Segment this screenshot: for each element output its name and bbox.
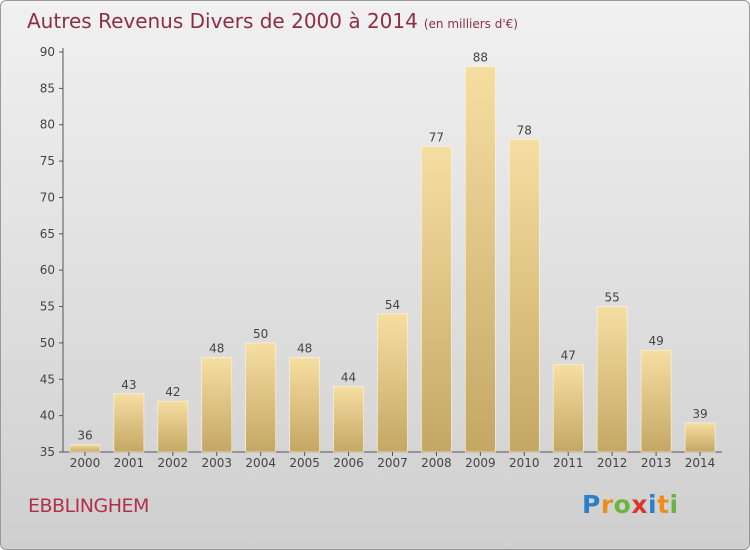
chart-title: Autres Revenus Divers de 2000 à 2014 (en … [27, 9, 518, 33]
y-tick-label: 80 [40, 118, 55, 132]
y-tick-label: 85 [40, 81, 55, 95]
logo-letter: r [600, 490, 614, 519]
logo-letter: x [631, 490, 648, 519]
bar [596, 306, 628, 453]
logo-letter: o [613, 490, 632, 519]
logo-letter: i [669, 490, 679, 519]
x-tick-label: 2012 [597, 456, 628, 470]
data-label: 47 [561, 349, 576, 363]
bar [113, 393, 145, 453]
place-name: EBBLINGHEM [28, 495, 149, 517]
y-tick-label: 70 [40, 190, 55, 204]
y-tick-label: 60 [40, 263, 55, 277]
bar [157, 400, 189, 453]
y-tick-label: 50 [40, 336, 55, 350]
x-tick-label: 2005 [289, 456, 320, 470]
title-text: Autres Revenus Divers de 2000 à 2014 [27, 9, 418, 33]
y-tick-label: 35 [40, 445, 55, 459]
bar [508, 138, 540, 453]
x-tick-label: 2009 [465, 456, 496, 470]
data-label: 44 [341, 371, 356, 385]
y-tick-label: 55 [40, 300, 55, 314]
y-tick-label: 45 [40, 372, 55, 386]
bar [377, 313, 408, 453]
data-label: 54 [385, 298, 400, 312]
bar [69, 444, 101, 453]
data-label: 36 [77, 429, 92, 443]
bar [333, 386, 364, 453]
x-tick-label: 2011 [553, 456, 584, 470]
data-label: 77 [429, 131, 444, 145]
data-label: 39 [692, 407, 707, 421]
proxiti-logo: Proxiti [582, 490, 679, 519]
x-tick-label: 2006 [333, 456, 364, 470]
bar [640, 349, 672, 453]
data-label: 42 [165, 385, 180, 399]
logo-letter: P [582, 490, 601, 519]
bar [421, 146, 452, 453]
x-tick-label: 2013 [641, 456, 672, 470]
x-tick-label: 2010 [509, 456, 540, 470]
data-label: 88 [473, 51, 488, 65]
x-tick-label: 2014 [685, 456, 716, 470]
data-label: 78 [517, 123, 532, 137]
x-tick-label: 2002 [158, 456, 189, 470]
data-label: 48 [297, 341, 312, 355]
logo-letter: t [657, 490, 670, 519]
x-tick-label: 2007 [377, 456, 408, 470]
data-label: 43 [121, 378, 136, 392]
bar [289, 357, 320, 453]
bar [245, 342, 276, 453]
y-tick-label: 65 [40, 227, 55, 241]
logo-letter: i [648, 490, 658, 519]
x-tick-label: 2003 [201, 456, 232, 470]
x-tick-label: 2004 [245, 456, 276, 470]
data-label: 50 [253, 327, 268, 341]
data-label: 49 [648, 334, 663, 348]
chart-subtitle: (en milliers d'€) [423, 17, 518, 31]
y-tick-label: 75 [40, 154, 55, 168]
x-tick-label: 2000 [70, 456, 101, 470]
data-label: 48 [209, 341, 224, 355]
x-tick-label: 2008 [421, 456, 452, 470]
bar [552, 364, 584, 453]
bar [684, 422, 716, 453]
y-tick-label: 40 [40, 409, 55, 423]
bar [201, 357, 233, 453]
bar [465, 66, 496, 453]
x-tick-label: 2001 [114, 456, 145, 470]
y-tick-label: 90 [40, 45, 55, 59]
data-label: 55 [605, 291, 620, 305]
